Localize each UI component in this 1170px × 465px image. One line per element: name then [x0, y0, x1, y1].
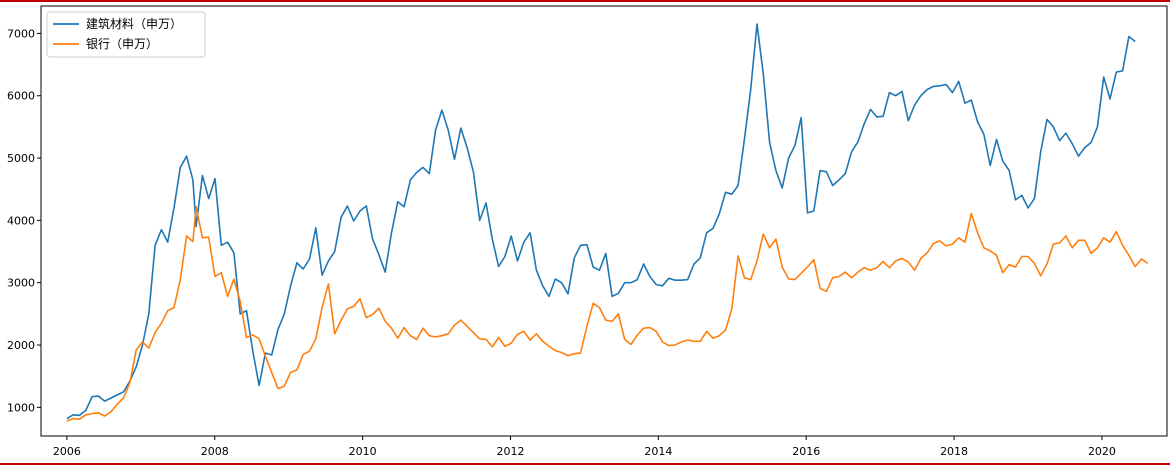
y-tick-label: 1000	[7, 401, 35, 414]
legend-frame	[46, 11, 206, 58]
x-tick-label: 2014	[644, 445, 672, 458]
bottom-red-rule	[0, 463, 1170, 465]
y-tick-label: 7000	[7, 27, 35, 40]
x-tick-label: 2010	[349, 445, 377, 458]
x-tick-label: 2020	[1088, 445, 1116, 458]
x-tick-label: 2016	[792, 445, 820, 458]
legend: 建筑材料（申万） 银行（申万）	[46, 11, 206, 58]
y-tick-label: 4000	[7, 214, 35, 227]
y-tick-label: 6000	[7, 90, 35, 103]
x-tick-label: 2008	[201, 445, 229, 458]
legend-label-2: 银行（申万）	[86, 37, 158, 51]
legend-label-1: 建筑材料（申万）	[86, 16, 182, 31]
series-line-2	[66, 205, 1149, 422]
x-tick-label: 2006	[53, 445, 81, 458]
x-tick-label: 2018	[940, 445, 968, 458]
series-line-1	[66, 23, 1136, 420]
plot-frame	[40, 5, 1168, 437]
x-tick-label: 2012	[496, 445, 524, 458]
y-tick-label: 5000	[7, 152, 35, 165]
y-tick-label: 3000	[7, 277, 35, 290]
y-tick-label: 2000	[7, 339, 35, 352]
top-red-rule	[0, 0, 1170, 2]
